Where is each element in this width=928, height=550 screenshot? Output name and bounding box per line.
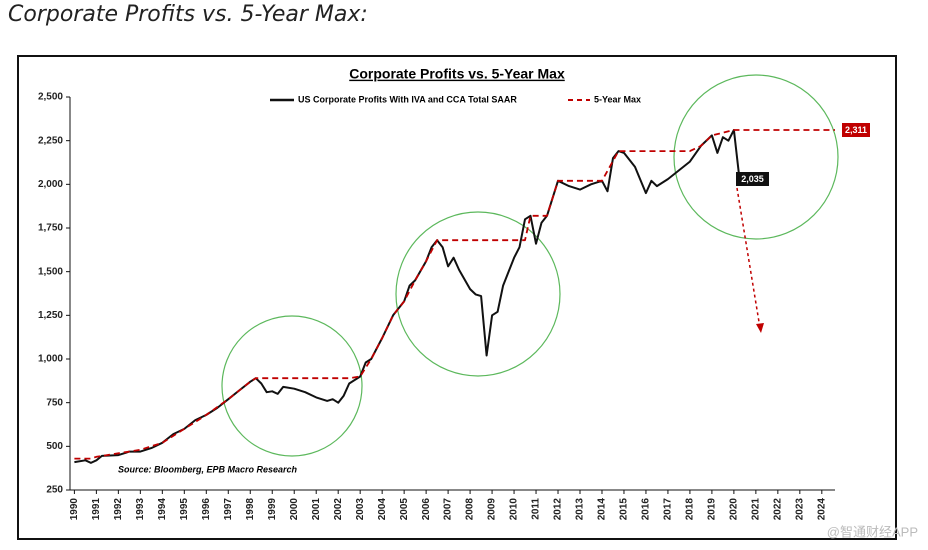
x-tick-label: 2000 xyxy=(289,498,300,521)
x-tick-label: 2008 xyxy=(465,498,476,521)
annotation: 2,035 xyxy=(741,174,764,184)
x-tick-label: 2006 xyxy=(421,498,432,521)
highlight-circle xyxy=(395,211,561,377)
y-tick-label: 1,750 xyxy=(38,223,63,234)
chart-title: Corporate Profits vs. 5-Year Max xyxy=(349,66,565,82)
annotation: 2,311 xyxy=(845,125,867,135)
x-tick-label: 2003 xyxy=(355,498,366,521)
x-tick-label: 1996 xyxy=(201,498,212,521)
x-tick-label: 1997 xyxy=(223,498,234,521)
y-tick-label: 2,250 xyxy=(38,135,63,146)
highlight-circle xyxy=(221,315,363,457)
source-note: Source: Bloomberg, EPB Macro Research xyxy=(118,464,298,474)
y-tick-label: 2,500 xyxy=(38,92,63,103)
x-tick-label: 2021 xyxy=(751,498,762,521)
x-tick-label: 1993 xyxy=(135,498,146,521)
y-tick-label: 750 xyxy=(46,397,63,408)
x-tick-label: 1991 xyxy=(91,498,102,521)
x-tick-label: 2016 xyxy=(641,498,652,521)
y-tick-label: 250 xyxy=(46,485,63,496)
x-tick-label: 1992 xyxy=(113,498,124,521)
x-tick-label: 1990 xyxy=(69,498,80,521)
x-tick-label: 2004 xyxy=(377,498,388,521)
x-tick-label: 2001 xyxy=(311,498,322,521)
x-tick-label: 2012 xyxy=(553,498,564,521)
x-tick-label: 2010 xyxy=(509,498,520,521)
x-tick-label: 2022 xyxy=(772,498,783,521)
x-tick-label: 2009 xyxy=(487,498,498,521)
x-tick-label: 2018 xyxy=(685,498,696,521)
x-tick-label: 2023 xyxy=(794,498,805,521)
x-tick-label: 1998 xyxy=(245,498,256,521)
chart-frame xyxy=(17,55,897,540)
legend-label: 5-Year Max xyxy=(594,94,641,104)
x-tick-label: 2007 xyxy=(443,498,454,521)
y-tick-label: 1,250 xyxy=(38,310,63,321)
x-tick-label: 2015 xyxy=(619,498,630,521)
x-tick-label: 1999 xyxy=(267,498,278,521)
y-tick-label: 1,000 xyxy=(38,354,63,365)
annotation-box xyxy=(842,123,870,137)
x-tick-label: 2002 xyxy=(333,498,344,521)
x-tick-label: 2020 xyxy=(729,498,740,521)
y-tick-label: 2,000 xyxy=(38,179,63,190)
x-tick-label: 2011 xyxy=(531,498,542,520)
y-tick-label: 1,500 xyxy=(38,266,63,277)
x-tick-label: 2005 xyxy=(399,498,410,521)
watermark: @智通财经APP xyxy=(827,524,918,539)
legend-label: US Corporate Profits With IVA and CCA To… xyxy=(298,94,517,104)
annotation-box xyxy=(736,172,769,186)
x-tick-label: 1995 xyxy=(179,498,190,521)
arrow-head xyxy=(756,323,764,333)
x-tick-label: 2019 xyxy=(707,498,718,521)
x-tick-label: 2013 xyxy=(575,498,586,521)
x-tick-label: 1994 xyxy=(157,498,168,521)
x-tick-label: 2024 xyxy=(816,498,827,521)
page-heading: Corporate Profits vs. 5-Year Max: xyxy=(8,2,368,27)
y-tick-label: 500 xyxy=(46,441,63,452)
highlight-circle xyxy=(673,74,839,240)
x-tick-label: 2017 xyxy=(663,498,674,521)
x-tick-label: 2014 xyxy=(597,498,608,521)
